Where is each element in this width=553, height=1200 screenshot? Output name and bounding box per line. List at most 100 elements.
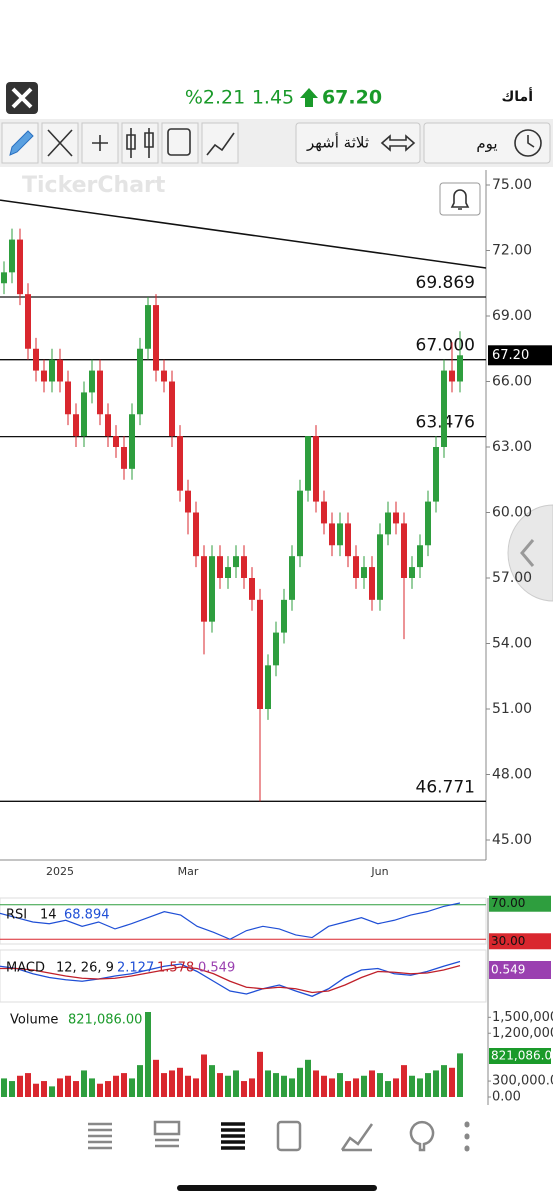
level-label: 69.869 xyxy=(416,273,475,293)
candle-body xyxy=(73,414,79,437)
candle-body xyxy=(161,370,167,382)
candle-body xyxy=(377,534,383,600)
volume-bar xyxy=(9,1081,15,1097)
nav-ideas[interactable] xyxy=(409,1120,435,1152)
volume-bar xyxy=(401,1065,407,1097)
candle-body xyxy=(361,567,367,578)
candle-body xyxy=(345,523,351,557)
candle-body xyxy=(401,523,407,578)
candle-body xyxy=(113,436,119,447)
rsi-params: 14 xyxy=(40,908,57,923)
candle-body xyxy=(185,490,191,513)
candle-body xyxy=(129,414,135,469)
value-tag xyxy=(489,1048,551,1064)
volume-bar xyxy=(449,1067,455,1097)
candle-body xyxy=(17,239,23,295)
volume-bar xyxy=(337,1073,343,1097)
candle-body xyxy=(273,632,279,666)
last-price-tag xyxy=(488,345,552,366)
period-button[interactable] xyxy=(295,122,421,164)
volume-bar xyxy=(377,1073,383,1097)
candle-body xyxy=(441,370,447,447)
volume-bar xyxy=(201,1054,207,1097)
side-arrow xyxy=(520,539,535,567)
volume-bar xyxy=(433,1070,439,1097)
value-tag xyxy=(489,895,551,912)
nav-analysis[interactable] xyxy=(340,1123,374,1152)
candle-body xyxy=(9,239,15,273)
level-label: 67.000 xyxy=(416,336,475,356)
nav-list[interactable] xyxy=(88,1122,112,1150)
volume-bar xyxy=(105,1081,111,1097)
volume-bar xyxy=(137,1065,143,1097)
y-tick-label: 300,000.0 xyxy=(492,1074,553,1089)
volume-bar xyxy=(257,1051,263,1097)
volume-bar xyxy=(49,1086,55,1097)
candle-body xyxy=(393,512,399,524)
volume-bar xyxy=(369,1070,375,1097)
macd-panel xyxy=(0,949,487,1003)
nav-depth[interactable] xyxy=(153,1120,181,1148)
volume-bar xyxy=(25,1073,31,1097)
watermark: TickerChart xyxy=(22,173,166,198)
close-icon xyxy=(11,87,33,109)
volume-bar xyxy=(65,1075,71,1097)
volume-bar xyxy=(281,1075,287,1097)
change: 1.45 xyxy=(252,87,294,109)
candle-body xyxy=(105,414,111,437)
candle-body xyxy=(249,578,255,600)
up-arrow xyxy=(300,88,318,107)
chart-type-button[interactable] xyxy=(121,122,159,164)
compare-button[interactable] xyxy=(201,122,239,164)
bottom-nav xyxy=(88,1120,470,1152)
macd-name: MACD xyxy=(6,961,45,976)
nav-chart[interactable] xyxy=(221,1122,245,1150)
macd-params: 12, 26, 9 xyxy=(56,961,114,976)
candle-body xyxy=(137,348,143,415)
x-tick-label: 2025 xyxy=(46,865,74,878)
y-tick-label: 45.00 xyxy=(492,832,532,848)
y-tick-label: 63.00 xyxy=(492,439,532,455)
y-tick-label: 1,200,000 xyxy=(492,1026,553,1041)
volume-bar xyxy=(177,1067,183,1097)
candle-body xyxy=(265,665,271,709)
volume-value: 821,086.00 xyxy=(68,1013,142,1028)
tools-icon xyxy=(47,129,73,157)
indicators-icon xyxy=(167,128,191,156)
volume-bar xyxy=(241,1081,247,1097)
candle-body xyxy=(193,512,199,557)
volume-bar xyxy=(393,1078,399,1097)
side-handle[interactable] xyxy=(507,504,553,602)
candle-body xyxy=(433,447,439,502)
history-icon xyxy=(514,129,542,157)
volume-bar xyxy=(17,1075,23,1097)
candle-body xyxy=(121,447,127,469)
crosshair-icon xyxy=(92,135,108,151)
candle-body xyxy=(449,370,455,382)
volume-bar xyxy=(265,1070,271,1097)
volume-bar xyxy=(89,1078,95,1097)
value-tag xyxy=(489,933,551,950)
volume-bar xyxy=(81,1070,87,1097)
candle-body xyxy=(41,370,47,382)
history-hand xyxy=(527,135,535,148)
volume-bar xyxy=(1,1078,7,1097)
alert-button[interactable] xyxy=(439,182,481,216)
volume-bar xyxy=(425,1073,431,1097)
y-tick-label: 0.00 xyxy=(492,1090,521,1105)
rsi-line xyxy=(0,902,461,940)
volume-bar xyxy=(225,1075,231,1097)
volume-bar xyxy=(353,1078,359,1097)
symbol: أماك xyxy=(501,87,533,105)
candle-body xyxy=(305,436,311,491)
volume-bar xyxy=(385,1081,391,1097)
value-tag-label: 0.549 xyxy=(491,963,525,977)
candle-body xyxy=(369,567,375,600)
candle-body xyxy=(145,305,151,349)
nav-calc[interactable] xyxy=(276,1120,302,1152)
candle-body xyxy=(89,370,95,393)
candle-body xyxy=(329,523,335,546)
last-price: 67.20 xyxy=(322,87,382,109)
y-tick-label: 60.00 xyxy=(492,505,532,521)
